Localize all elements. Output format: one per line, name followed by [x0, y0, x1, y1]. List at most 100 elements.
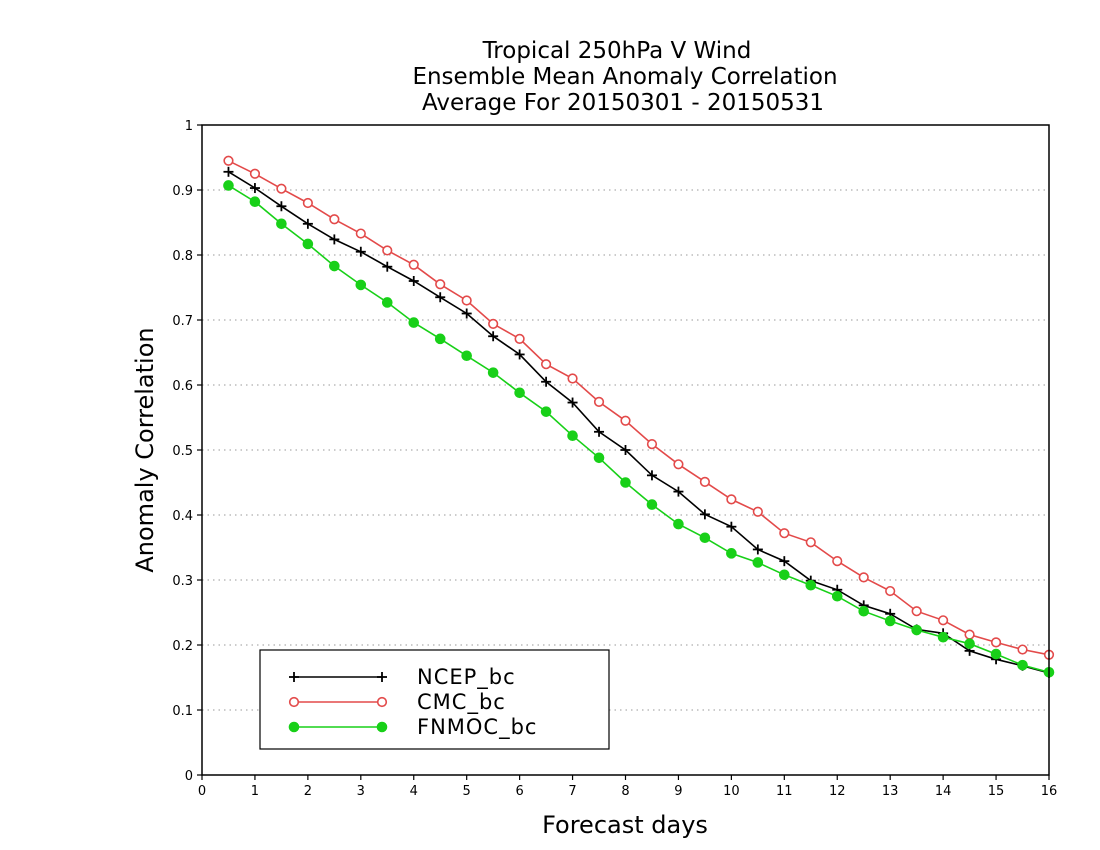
point-cmc-bc-28 — [964, 629, 975, 640]
point-cmc-bc-6 — [382, 245, 393, 256]
point-cmc-bc-16 — [646, 439, 658, 450]
x-tick-label-2: 2 — [304, 784, 312, 799]
point-ncep-bc-12 — [541, 376, 552, 387]
x-tick-label-9: 9 — [674, 784, 682, 799]
y-tick-label-0: 0 — [185, 769, 193, 784]
point-ncep-bc-18 — [699, 509, 710, 520]
point-ncep-bc-17 — [673, 486, 684, 497]
y-tick-label-3: 0.3 — [172, 574, 193, 589]
x-tick-label-0: 0 — [198, 784, 206, 799]
point-cmc-bc-18 — [699, 476, 711, 487]
point-cmc-bc-23 — [832, 556, 843, 567]
point-fnmoc-bc-23 — [831, 590, 843, 602]
point-fnmoc-bc-18 — [699, 532, 711, 544]
point-cmc-bc-27 — [938, 615, 949, 626]
x-tick-label-4: 4 — [410, 784, 418, 799]
x-tick-label-15: 15 — [988, 784, 1005, 799]
x-tick-label-3: 3 — [357, 784, 365, 799]
y-tick-label-4: 0.4 — [172, 509, 193, 524]
point-cmc-bc-9 — [461, 295, 472, 306]
point-fnmoc-bc-7 — [408, 317, 420, 328]
point-ncep-bc-13 — [567, 397, 578, 408]
legend-marker-start-cmc-bc — [288, 696, 300, 708]
point-fnmoc-bc-8 — [434, 333, 446, 345]
point-cmc-bc-7 — [408, 259, 419, 270]
point-fnmoc-bc-17 — [673, 518, 684, 530]
point-fnmoc-bc-11 — [514, 387, 525, 399]
point-fnmoc-bc-16 — [646, 499, 658, 510]
point-ncep-bc-8 — [435, 292, 446, 303]
point-fnmoc-bc-13 — [567, 430, 578, 442]
point-fnmoc-bc-9 — [461, 350, 472, 362]
x-tick-label-1: 1 — [251, 784, 259, 799]
title-line-2: Ensemble Mean Anomaly Correlation — [412, 64, 837, 90]
legend-item-ncep-bc: NCEP_bc — [289, 665, 516, 690]
point-fnmoc-bc-14 — [593, 452, 605, 464]
y-tick-label-7: 0.7 — [172, 314, 193, 329]
y-tick-label-6: 0.6 — [172, 379, 193, 394]
point-cmc-bc-1 — [249, 168, 261, 179]
legend-marker-start-fnmoc-bc — [288, 721, 300, 733]
point-cmc-bc-26 — [911, 606, 922, 617]
x-tick-label-5: 5 — [463, 784, 471, 799]
point-cmc-bc-11 — [514, 333, 525, 344]
x-tick-label-10: 10 — [723, 784, 740, 799]
point-fnmoc-bc-26 — [911, 624, 922, 636]
point-cmc-bc-30 — [1017, 644, 1028, 655]
point-cmc-bc-2 — [276, 183, 287, 194]
point-fnmoc-bc-20 — [752, 557, 764, 568]
point-cmc-bc-13 — [567, 373, 578, 384]
point-ncep-bc-2 — [276, 201, 287, 212]
legend-marker-start-ncep-bc — [289, 672, 299, 682]
point-fnmoc-bc-28 — [964, 638, 975, 650]
y-axis-label: Anomaly Correlation — [131, 327, 159, 572]
y-tick-label-2: 0.2 — [172, 639, 193, 654]
point-fnmoc-bc-25 — [884, 615, 896, 627]
point-fnmoc-bc-4 — [329, 260, 340, 272]
point-fnmoc-bc-6 — [381, 297, 393, 308]
point-ncep-bc-14 — [594, 426, 605, 437]
point-fnmoc-bc-19 — [726, 548, 737, 559]
point-cmc-bc-4 — [329, 214, 340, 225]
legend-label-ncep-bc: NCEP_bc — [417, 665, 516, 690]
point-fnmoc-bc-3 — [302, 238, 314, 250]
point-cmc-bc-12 — [540, 359, 552, 370]
y-tick-label-8: 0.8 — [172, 249, 193, 264]
x-tick-label-13: 13 — [882, 784, 899, 799]
x-tick-label-8: 8 — [621, 784, 629, 799]
y-tick-label-10: 1 — [185, 119, 193, 134]
legend-box — [259, 649, 610, 750]
point-fnmoc-bc-29 — [990, 648, 1002, 660]
point-cmc-bc-3 — [302, 197, 313, 209]
point-ncep-bc-20 — [752, 544, 763, 555]
point-cmc-bc-20 — [752, 506, 763, 517]
point-cmc-bc-0 — [223, 155, 234, 166]
point-cmc-bc-5 — [355, 228, 366, 239]
title-line-3: Average For 20150301 - 20150531 — [422, 90, 824, 116]
title-line-1: Tropical 250hPa V Wind — [482, 38, 752, 64]
point-fnmoc-bc-5 — [355, 279, 367, 291]
point-ncep-bc-15 — [620, 445, 631, 455]
point-ncep-bc-5 — [355, 246, 366, 257]
point-cmc-bc-24 — [858, 572, 869, 583]
point-fnmoc-bc-2 — [276, 218, 287, 230]
legend-label-fnmoc-bc: FNMOC_bc — [417, 715, 537, 740]
legend-marker-end-fnmoc-bc — [376, 721, 388, 733]
legend-marker-end-ncep-bc — [377, 672, 387, 682]
point-cmc-bc-10 — [488, 318, 499, 330]
point-ncep-bc-21 — [779, 556, 790, 567]
y-tick-label-9: 0.9 — [172, 184, 193, 199]
point-ncep-bc-4 — [329, 234, 340, 245]
point-ncep-bc-1 — [249, 183, 260, 194]
point-cmc-bc-15 — [620, 415, 631, 426]
x-tick-label-7: 7 — [568, 784, 576, 799]
point-cmc-bc-14 — [593, 396, 605, 408]
point-cmc-bc-8 — [435, 279, 446, 290]
x-tick-label-12: 12 — [829, 784, 846, 799]
point-fnmoc-bc-0 — [223, 180, 234, 191]
series-line-cmc-bc — [228, 160, 1050, 656]
y-tick-label-5: 0.5 — [172, 444, 193, 459]
legend-item-cmc-bc: CMC_bc — [288, 690, 505, 715]
